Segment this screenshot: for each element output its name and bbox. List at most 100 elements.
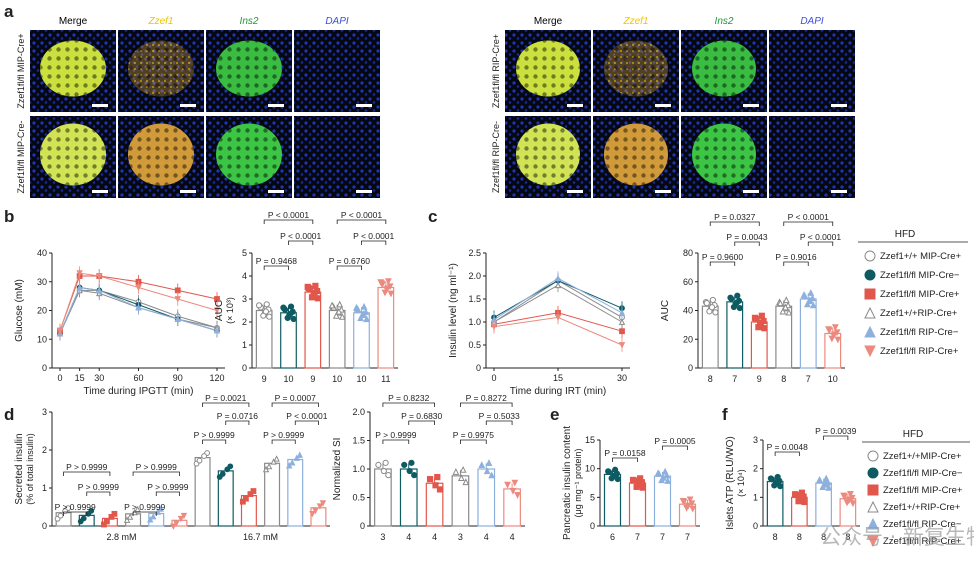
ipgtt-x-tick-label: 60: [133, 373, 143, 383]
atp-data-point: [849, 500, 857, 508]
auc-b-data-point: [336, 300, 344, 308]
legend-marker: [864, 269, 876, 281]
scale-bar: [268, 104, 284, 107]
si-y-tick-label: 0: [360, 521, 365, 531]
secreted-data-point: [224, 466, 231, 473]
auc-c-data-point: [785, 308, 793, 316]
secreted-data-point: [196, 457, 203, 464]
auc-b-data-point: [338, 312, 346, 320]
channel-header-merge: Merge: [534, 16, 563, 27]
ipgtt-y-tick-label: 30: [37, 277, 47, 287]
ipgtt-x-tick-label: 120: [209, 373, 224, 383]
secreted-data-point: [250, 488, 257, 494]
content-n-label: 7: [660, 532, 665, 542]
secreted-data-point: [265, 462, 273, 470]
auc-c-data-point: [752, 315, 759, 322]
secreted-data-point: [293, 454, 300, 461]
secreted-high-pvalue: P = 0.0716: [217, 411, 258, 421]
panel-letter-c: c: [428, 207, 437, 226]
panel-letter-f: f: [722, 405, 728, 424]
legend-item: Zzef1fl/fl MIP-Cre−: [880, 270, 960, 281]
islet-cells: [692, 40, 756, 97]
panel-letter-d: d: [4, 405, 14, 424]
auc-b-data-point: [352, 303, 360, 311]
legend-marker: [864, 325, 876, 338]
ipgtt-x-tick-label: 90: [173, 373, 183, 383]
secreted-data-point: [319, 500, 327, 507]
auc-c-data-point: [831, 324, 839, 332]
auc-b-bracket: [336, 219, 387, 224]
secreted-low-pvalue: P > 0.9999: [78, 482, 119, 492]
auc-c-n-label: 9: [757, 374, 762, 384]
secreted-high-pvalue: P > 0.9999: [263, 430, 304, 440]
auc-b-y-label: AUC: [214, 300, 225, 321]
si-data-point: [478, 461, 486, 468]
auc-b-data-point: [255, 302, 263, 309]
secreted-y-tick-label: 3: [42, 407, 47, 417]
auc-b-n-label: 9: [262, 374, 267, 384]
scale-bar: [92, 104, 108, 107]
si-y-tick-label: 1.0: [352, 464, 365, 474]
content-y-tick-label: 15: [585, 435, 595, 445]
scale-bar: [180, 104, 196, 107]
panel-letter-e: e: [550, 405, 559, 424]
secreted-data-point: [239, 498, 246, 505]
content-data-point: [605, 468, 613, 476]
secreted-data-point: [247, 491, 254, 497]
secreted-data-point: [100, 521, 107, 528]
auc-b-n-label: 10: [356, 374, 366, 384]
auc-b-bracket: [263, 265, 289, 270]
secreted-low-pvalue: P > 0.9999: [66, 462, 107, 472]
islet-cells: [40, 40, 106, 97]
auc-b-bar: [377, 286, 395, 369]
auc-b-pvalue: P < 0.0001: [353, 231, 394, 241]
secreted-data-point: [219, 471, 226, 477]
atp-data-point: [843, 499, 851, 507]
si-data-point: [457, 474, 465, 481]
auc-c-pvalue: P < 0.0001: [788, 212, 829, 222]
secreted-low-pvalue: P > 0.9999: [55, 502, 96, 512]
atp-data-point: [792, 491, 800, 499]
si-pvalue: P = 0.9975: [453, 430, 494, 440]
si-y-label: Normalized SI: [332, 438, 343, 501]
atp-pvalue: P = 0.0039: [815, 426, 856, 436]
content-pvalue: P = 0.0005: [654, 436, 695, 446]
auc-c-pvalue: P = 0.9600: [702, 252, 743, 262]
legend-title: HFD: [895, 229, 916, 240]
ipgtt-series-line: [59, 286, 218, 334]
si-data-point: [382, 459, 389, 466]
content-y-tick-label: 10: [585, 464, 595, 474]
auc-b-data-point: [328, 301, 336, 309]
auc-b-data-point: [360, 302, 368, 310]
ipgtt-series-line: [59, 275, 218, 331]
auc-c-data-point: [776, 299, 784, 307]
auc-c-y-tick-label: 20: [683, 334, 693, 344]
ipgtt-point: [213, 307, 221, 315]
islet-cells: [604, 123, 668, 186]
secreted-y-label: Secreted insulin: [14, 433, 25, 504]
irt-x-label: Time during IRT (min): [510, 386, 607, 397]
auc-c-data-point: [728, 295, 735, 302]
islet-cells: [128, 123, 194, 186]
panel-a: a Merge Zzef1 Ins2 DAPI Zzef1fl/fl MIP-Cre+ Zz…: [4, 2, 855, 198]
irt-y-tick-label: 1.0: [468, 317, 481, 327]
auc-c-y-tick-label: 80: [683, 248, 693, 258]
content-y-tick-label: 0: [590, 521, 595, 531]
auc-c-bracket: [783, 261, 809, 266]
content-data-point: [630, 477, 638, 484]
auc-c-pvalue: P = 0.0043: [726, 232, 767, 242]
legend-marker: [864, 288, 876, 300]
irt-x-tick-label: 30: [617, 373, 627, 383]
content-data-point: [633, 483, 640, 490]
secreted-data-point: [126, 513, 134, 520]
irt-y-tick-label: 2.5: [468, 248, 481, 258]
scale-bar: [831, 190, 847, 193]
row-label: Zzef1fl/fl MIP-Cre+: [16, 33, 26, 108]
secreted-bar: [264, 462, 281, 527]
si-data-point: [509, 487, 517, 495]
atp-data-point: [841, 493, 848, 501]
irt-y-tick-label: 1.5: [468, 294, 481, 304]
atp-data-point: [816, 476, 824, 484]
auc-b-data-point: [357, 314, 365, 322]
scale-bar: [655, 190, 671, 193]
